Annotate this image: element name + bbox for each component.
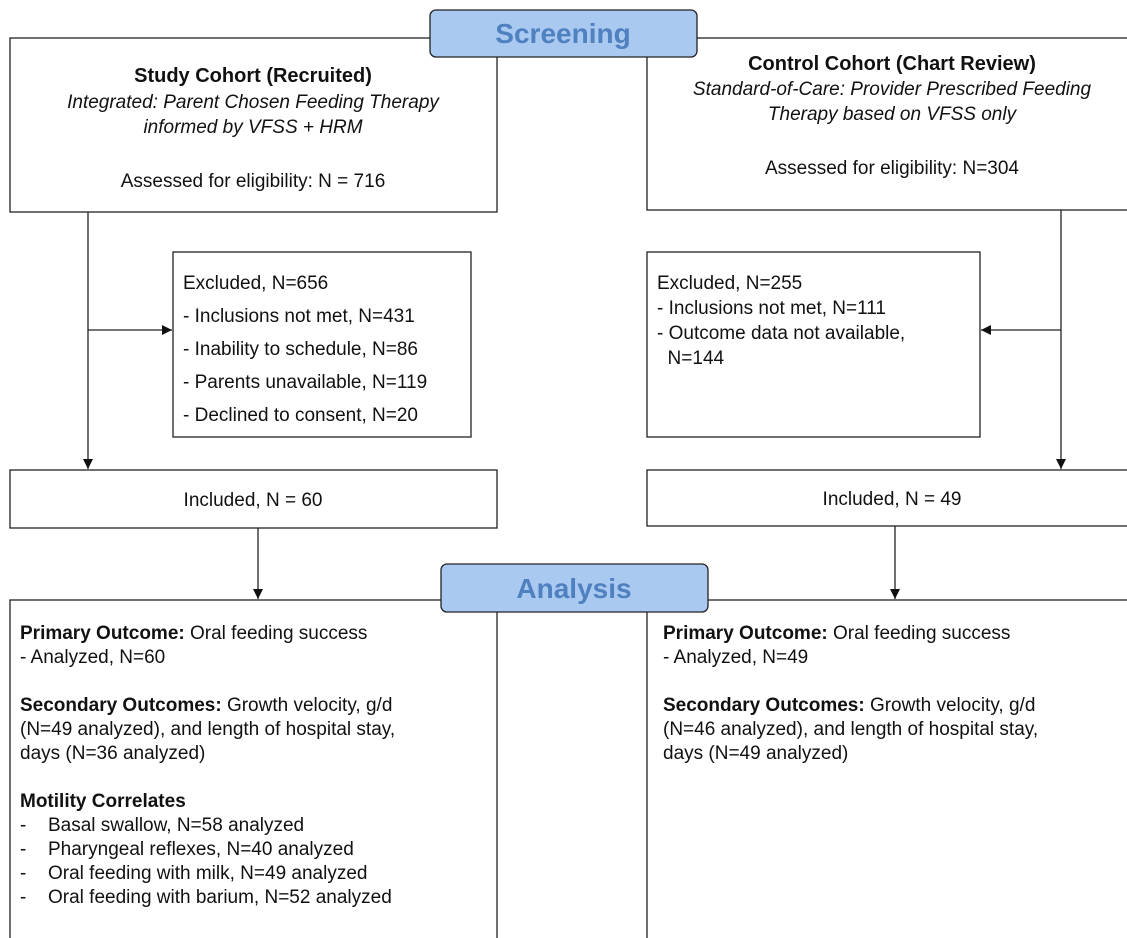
control-cohort-box <box>646 37 1127 211</box>
outcome-line: Secondary Outcomes: Growth velocity, g/d <box>20 695 392 716</box>
excluded-line: Excluded, N=255 <box>657 273 802 294</box>
included-text: Included, N = 49 <box>823 489 962 510</box>
outcome-line: days (N=49 analyzed) <box>663 743 848 764</box>
outcome-text: (N=49 analyzed), and length of hospital … <box>20 719 395 740</box>
excluded-line: - Declined to consent, N=20 <box>183 405 418 426</box>
bullet: - <box>20 863 26 884</box>
outcome-heading: Secondary Outcomes: <box>20 695 222 716</box>
excluded-line: - Outcome data not available, <box>657 323 905 344</box>
outcome-text: Growth velocity, g/d <box>222 695 393 716</box>
excluded-line: - Parents unavailable, N=119 <box>183 372 427 393</box>
bullet: - <box>20 887 26 908</box>
outcome-text: Oral feeding success <box>185 623 368 644</box>
outcome-line: (N=46 analyzed), and length of hospital … <box>663 719 1038 740</box>
outcome-text: Oral feeding success <box>828 623 1011 644</box>
study-excluded-box <box>172 251 472 438</box>
cohort-description: Therapy based on VFSS only <box>768 104 1018 125</box>
excluded-line: N=144 <box>657 348 725 369</box>
outcome-text: days (N=49 analyzed) <box>663 743 848 764</box>
outcome-line: Motility Correlates <box>20 791 186 812</box>
outcome-line: (N=49 analyzed), and length of hospital … <box>20 719 395 740</box>
analysis-label-box <box>440 563 709 613</box>
outcome-line: Primary Outcome: Oral feeding success <box>663 623 1010 644</box>
outcome-heading: Primary Outcome: <box>20 623 185 644</box>
outcome-text: - Analyzed, N=49 <box>663 647 808 668</box>
study-cohort-box <box>9 37 498 213</box>
study-included-box <box>9 469 498 529</box>
cohort-description: Integrated: Parent Chosen Feeding Therap… <box>67 92 440 113</box>
outcome-line: Pharyngeal reflexes, N=40 analyzed <box>48 839 354 860</box>
outcome-heading: Secondary Outcomes: <box>663 695 865 716</box>
study-outcomes-box <box>9 599 498 938</box>
bullet: - <box>20 815 26 836</box>
excluded-line: - Inclusions not met, N=111 <box>657 298 886 319</box>
cohort-title: Study Cohort (Recruited) <box>134 65 372 87</box>
cohort-description: informed by VFSS + HRM <box>143 117 362 138</box>
screening-label: Screening <box>495 18 630 49</box>
control-outcomes-box <box>646 599 1127 938</box>
assessed-text: Assessed for eligibility: N = 716 <box>121 171 386 192</box>
cohort-title: Control Cohort (Chart Review) <box>748 53 1036 75</box>
outcome-line: Oral feeding with milk, N=49 analyzed <box>48 863 367 884</box>
outcome-line: - Analyzed, N=49 <box>663 647 808 668</box>
outcome-heading: Primary Outcome: <box>663 623 828 644</box>
outcome-line: Basal swallow, N=58 analyzed <box>48 815 304 836</box>
assessed-text: Assessed for eligibility: N=304 <box>765 158 1019 179</box>
outcome-text: (N=46 analyzed), and length of hospital … <box>663 719 1038 740</box>
outcome-line: - Analyzed, N=60 <box>20 647 165 668</box>
excluded-line: Excluded, N=656 <box>183 273 328 294</box>
screening-label-box <box>429 9 698 58</box>
analysis-label: Analysis <box>516 573 631 604</box>
outcome-line: days (N=36 analyzed) <box>20 743 205 764</box>
outcome-text: days (N=36 analyzed) <box>20 743 205 764</box>
bullet: - <box>20 839 26 860</box>
excluded-line: - Inclusions not met, N=431 <box>183 306 415 327</box>
outcome-heading: Motility Correlates <box>20 791 186 812</box>
outcome-text: Growth velocity, g/d <box>865 695 1036 716</box>
included-text: Included, N = 60 <box>184 490 323 511</box>
excluded-line: - Inability to schedule, N=86 <box>183 339 418 360</box>
outcome-line: Secondary Outcomes: Growth velocity, g/d <box>663 695 1035 716</box>
outcome-text: - Analyzed, N=60 <box>20 647 165 668</box>
cohort-description: Standard-of-Care: Provider Prescribed Fe… <box>693 79 1092 100</box>
outcome-line: Primary Outcome: Oral feeding success <box>20 623 367 644</box>
outcome-line: Oral feeding with barium, N=52 analyzed <box>48 887 392 908</box>
control-excluded-box <box>646 251 981 438</box>
control-included-box <box>646 469 1127 527</box>
